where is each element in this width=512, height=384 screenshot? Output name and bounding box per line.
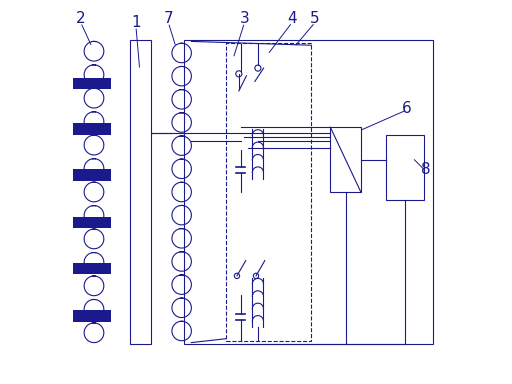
Bar [386,135,424,200]
Text: 7: 7 [163,11,173,26]
Bar [73,310,111,322]
Bar [73,169,111,180]
Text: 3: 3 [240,11,249,26]
Text: 8: 8 [421,162,431,177]
Text: 4: 4 [287,11,297,26]
Bar [73,217,111,228]
Bar [73,123,111,135]
Text: 1: 1 [131,15,141,30]
Bar [225,43,311,341]
Bar [73,78,111,89]
Bar [73,263,111,274]
Text: 5: 5 [310,11,320,26]
Text: 6: 6 [402,101,412,116]
Bar [330,127,361,192]
Text: 2: 2 [76,11,86,26]
Bar [130,40,151,344]
Bar [184,40,433,344]
